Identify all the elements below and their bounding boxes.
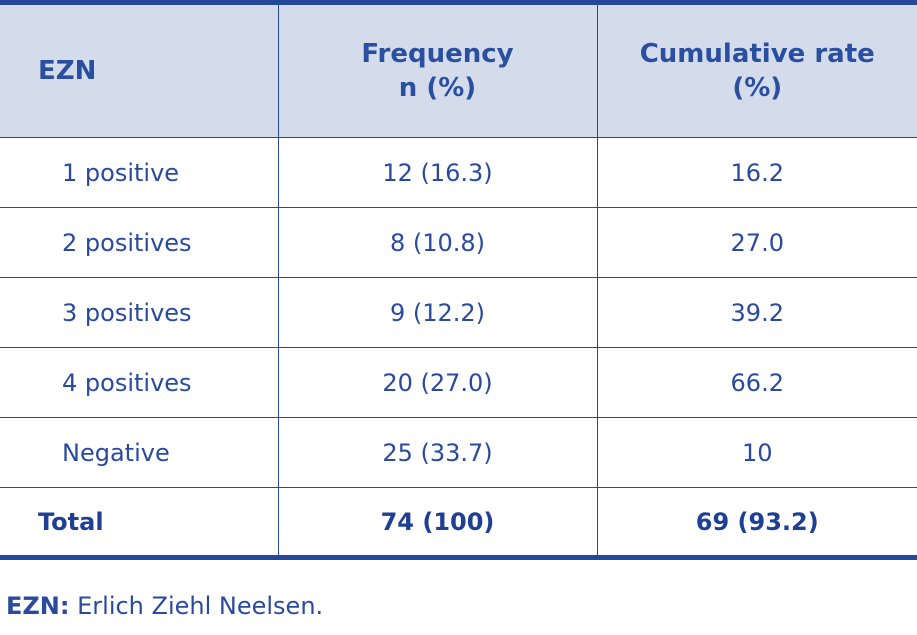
header-cumulative-line-2: (%)	[732, 73, 783, 103]
header-cumulative-rate: Cumulative rate (%)	[596, 0, 917, 138]
header-frequency-line-1: Frequency	[361, 39, 514, 69]
row-cumulative: 66.2	[596, 347, 917, 418]
row-frequency: 25 (33.7)	[277, 417, 597, 488]
ezn-results-table: EZN Frequency n (%) Cumulative rate (%) …	[0, 0, 917, 560]
data-table-container: EZN Frequency n (%) Cumulative rate (%) …	[0, 0, 917, 560]
total-frequency: 74 (100)	[277, 487, 597, 560]
table-total-row: Total 74 (100) 69 (93.2)	[0, 487, 917, 560]
row-frequency: 8 (10.8)	[277, 207, 597, 278]
table-row: 4 positives 20 (27.0) 66.2	[0, 347, 917, 418]
header-frequency: Frequency n (%)	[277, 0, 597, 138]
row-label: 1 positive	[0, 137, 278, 208]
row-label: 3 positives	[0, 277, 278, 348]
table-footnote: EZN: Erlich Ziehl Neelsen.	[6, 592, 323, 620]
header-frequency-line-2: n (%)	[398, 73, 477, 103]
row-label: 4 positives	[0, 347, 278, 418]
row-label: Negative	[0, 417, 278, 488]
row-cumulative: 10	[596, 417, 917, 488]
table-row: 1 positive 12 (16.3) 16.2	[0, 137, 917, 208]
row-cumulative: 16.2	[596, 137, 917, 208]
row-cumulative: 39.2	[596, 277, 917, 348]
table-row: Negative 25 (33.7) 10	[0, 417, 917, 488]
row-frequency: 20 (27.0)	[277, 347, 597, 418]
table-header-row: EZN Frequency n (%) Cumulative rate (%)	[0, 0, 917, 138]
row-label: 2 positives	[0, 207, 278, 278]
header-ezn-line-1: EZN	[38, 56, 97, 86]
header-ezn: EZN	[0, 0, 278, 138]
table-row: 2 positives 8 (10.8) 27.0	[0, 207, 917, 278]
row-frequency: 12 (16.3)	[277, 137, 597, 208]
total-label: Total	[0, 487, 278, 560]
row-cumulative: 27.0	[596, 207, 917, 278]
footnote-text: Erlich Ziehl Neelsen.	[69, 592, 324, 620]
footnote-abbreviation: EZN:	[6, 592, 70, 620]
total-cumulative: 69 (93.2)	[596, 487, 917, 560]
table-row: 3 positives 9 (12.2) 39.2	[0, 277, 917, 348]
row-frequency: 9 (12.2)	[277, 277, 597, 348]
header-cumulative-line-1: Cumulative rate	[639, 39, 875, 69]
